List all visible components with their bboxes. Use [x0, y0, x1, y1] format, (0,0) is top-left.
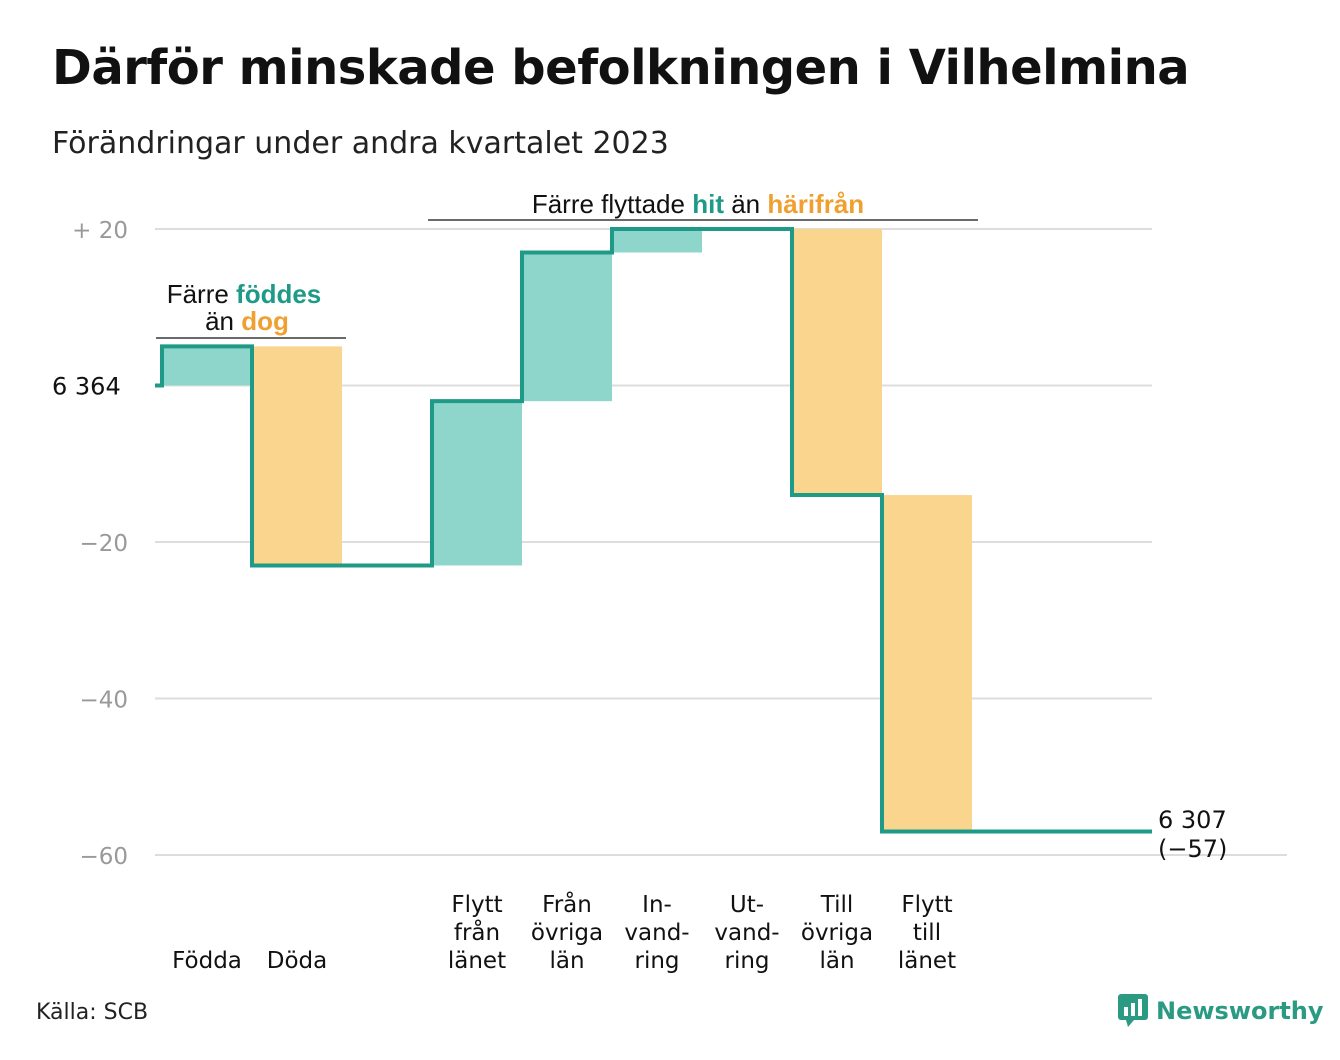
category-label: Födda: [172, 948, 242, 974]
start-value-label: 6 364: [52, 373, 121, 401]
category-label: In-: [642, 892, 672, 918]
bar: [522, 252, 612, 402]
annotations: Färre föddes än dog Färre flyttade hit ä…: [156, 189, 978, 339]
migration-annotation-harifran: härifrån: [767, 189, 864, 219]
category-label: Döda: [267, 948, 327, 974]
bars: [162, 229, 972, 832]
category-label: län: [549, 948, 584, 974]
births-annotation-prefix: Färre: [167, 279, 236, 309]
y-tick-label: −60: [79, 844, 128, 870]
category-label: Ut-: [730, 892, 764, 918]
end-value-label: 6 307: [1158, 806, 1227, 834]
y-tick-label: −40: [79, 688, 128, 714]
migration-annotation-hit: hit: [692, 189, 724, 219]
migration-annotation-prefix: Färre flyttade: [532, 189, 692, 219]
running-total-line: [155, 227, 1152, 834]
deaths-annotation-highlight: dog: [241, 306, 289, 336]
births-annotation-line2: än dog: [205, 306, 289, 336]
category-label: länet: [448, 948, 506, 974]
category-label: ring: [634, 948, 679, 974]
brand-logo[interactable]: Newsworthy: [1118, 994, 1324, 1028]
category-label: Från: [542, 890, 592, 918]
bar: [252, 346, 342, 566]
category-label: övriga: [801, 920, 873, 946]
category-label: län: [819, 948, 854, 974]
bar: [162, 346, 252, 386]
category-label: Till: [820, 892, 854, 918]
category-label: ring: [724, 948, 769, 974]
migration-annotation: Färre flyttade hit än härifrån: [532, 189, 864, 219]
brand-name: Newsworthy: [1156, 997, 1324, 1025]
bar: [432, 401, 522, 566]
category-label: till: [913, 920, 941, 946]
category-label: från: [454, 918, 500, 946]
source-note: Källa: SCB: [36, 1000, 149, 1025]
category-label: vand-: [714, 920, 779, 946]
bar: [792, 229, 882, 496]
bar: [612, 229, 702, 253]
deaths-annotation-prefix: än: [205, 306, 241, 336]
migration-annotation-mid: än: [724, 189, 767, 219]
births-annotation-line1: Färre föddes: [167, 279, 322, 309]
end-change-label: (−57): [1158, 835, 1227, 863]
category-label: länet: [898, 948, 956, 974]
category-label: Flytt: [901, 892, 952, 918]
births-annotation-highlight: föddes: [236, 279, 321, 309]
bar: [882, 495, 972, 832]
y-tick-label: −20: [79, 531, 128, 557]
newsworthy-logo-icon: [1118, 994, 1148, 1027]
category-label: Flytt: [451, 892, 502, 918]
category-label: vand-: [624, 920, 689, 946]
y-tick-label: + 20: [72, 218, 128, 244]
running-total-path: [155, 227, 1152, 834]
chart-subtitle: Förändringar under andra kvartalet 2023: [52, 126, 669, 161]
category-label: övriga: [531, 920, 603, 946]
chart-title: Därför minskade befolkningen i Vilhelmin…: [52, 40, 1190, 96]
